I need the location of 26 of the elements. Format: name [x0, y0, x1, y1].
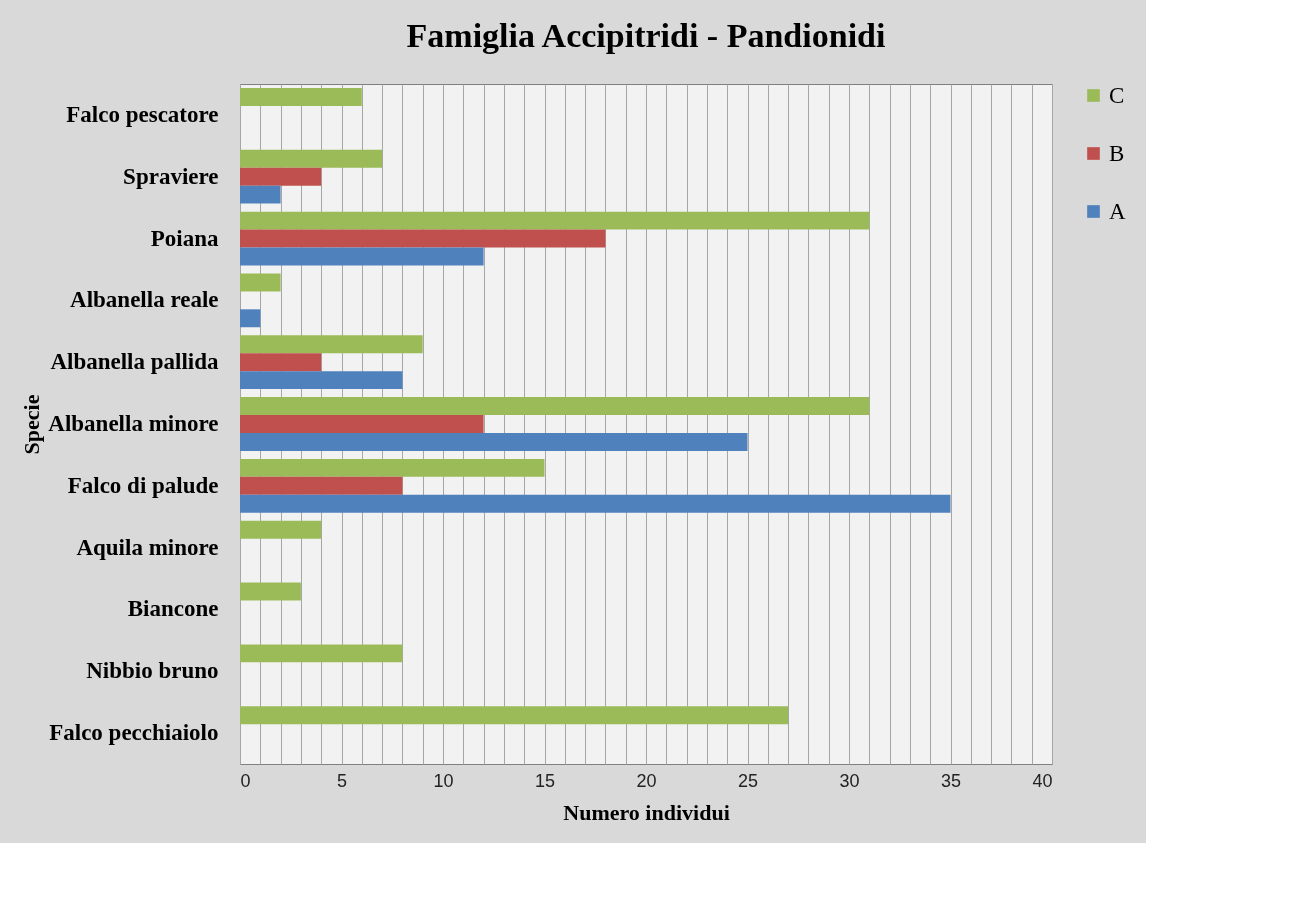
x-tick-label: 10	[433, 770, 454, 791]
y-tick-label: Albanella reale	[70, 287, 219, 313]
y-tick-label: Falco pescatore	[66, 101, 219, 127]
y-tick-label: Nibbio bruno	[86, 658, 219, 684]
x-tick-label: 0	[240, 770, 251, 791]
y-tick-label: Aquila minore	[76, 534, 219, 560]
chart-title: Famiglia Accipitridi - Pandionidi	[406, 17, 886, 54]
x-tick-label: 5	[336, 770, 348, 791]
legend-label: C	[1109, 82, 1125, 108]
x-tick-label: 15	[534, 770, 556, 791]
y-tick-label: Falco pecchiaiolo	[49, 720, 219, 746]
y-tick-label: Spraviere	[123, 163, 219, 189]
x-tick-label: 35	[940, 770, 962, 791]
x-tick-label: 30	[839, 770, 860, 791]
x-axis-title: Numero individui	[563, 799, 730, 825]
y-axis-title: Specie	[19, 394, 45, 455]
x-tick-label: 20	[636, 770, 657, 791]
x-tick-label: 40	[1032, 770, 1053, 791]
legend-label: B	[1109, 140, 1125, 166]
x-tick-label: 25	[737, 770, 759, 791]
y-tick-label: Albanella pallida	[50, 349, 219, 375]
y-tick-label: Falco di palude	[67, 472, 219, 498]
y-tick-label: Albanella minore	[48, 411, 219, 436]
y-tick-label: Poiana	[150, 225, 219, 251]
y-tick-label: Biancone	[127, 596, 219, 622]
legend-label: A	[1109, 198, 1126, 224]
